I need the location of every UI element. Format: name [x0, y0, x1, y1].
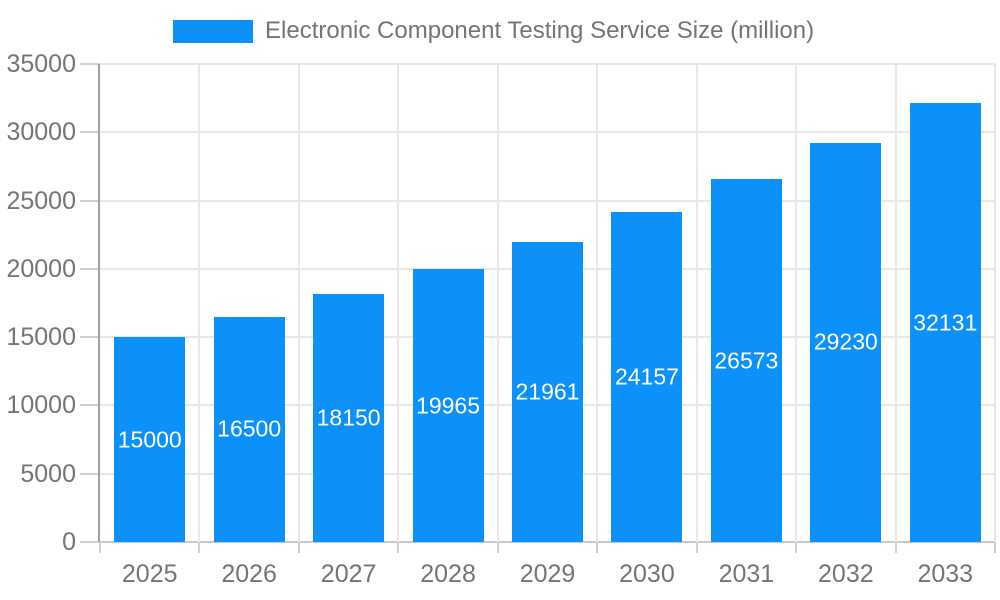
y-gridline — [100, 199, 995, 202]
bar-value-label: 16500 — [217, 415, 282, 442]
x-gridline — [894, 64, 897, 542]
x-gridline — [994, 64, 996, 542]
bar — [313, 294, 385, 542]
bar-value-label: 19965 — [416, 392, 481, 419]
y-axis-tick — [80, 404, 100, 407]
x-axis-tick — [99, 542, 101, 553]
x-axis-tick — [198, 542, 201, 553]
bar-value-label: 18150 — [316, 404, 381, 431]
bar — [810, 142, 882, 542]
x-axis-baseline — [100, 541, 995, 543]
x-gridline — [297, 64, 300, 542]
bar — [512, 242, 583, 542]
y-axis-label: 0 — [62, 528, 76, 556]
y-axis-line — [98, 64, 100, 542]
x-axis-tick — [596, 542, 599, 553]
bar-value-label: 32131 — [913, 309, 978, 336]
x-axis-label: 2032 — [818, 560, 874, 588]
y-axis-tick — [80, 267, 100, 270]
y-axis-tick — [80, 472, 100, 475]
y-gridline — [100, 63, 995, 65]
bar-value-label: 15000 — [117, 426, 182, 453]
bar — [114, 337, 186, 542]
x-axis-label: 2031 — [718, 560, 775, 588]
x-gridline — [596, 64, 599, 542]
legend-swatch-icon — [173, 20, 253, 43]
x-gridline — [397, 64, 400, 542]
y-axis-label: 35000 — [6, 50, 76, 78]
bar — [611, 212, 683, 542]
y-axis-tick — [80, 336, 100, 339]
x-gridline — [496, 64, 499, 542]
x-axis-label: 2029 — [519, 560, 576, 588]
y-axis-tick — [80, 199, 100, 202]
x-gridline — [198, 64, 201, 542]
y-axis-label: 30000 — [6, 118, 76, 147]
y-axis-tick — [80, 541, 100, 543]
bar-value-label: 21961 — [515, 378, 580, 405]
x-axis-label: 2028 — [420, 560, 476, 588]
x-axis-tick — [795, 542, 798, 553]
bar-value-label: 24157 — [614, 363, 679, 390]
x-axis-tick — [994, 542, 996, 553]
x-axis-tick — [397, 542, 400, 553]
x-gridline — [695, 64, 698, 542]
y-axis-label: 15000 — [6, 323, 76, 352]
bar — [909, 103, 981, 542]
y-axis-label: 20000 — [6, 254, 76, 283]
bar — [710, 179, 782, 542]
bar-value-label: 26573 — [714, 347, 779, 374]
legend-label: Electronic Component Testing Service Siz… — [265, 17, 815, 44]
bar — [213, 316, 285, 542]
x-axis-tick — [894, 542, 897, 553]
x-axis-tick — [695, 542, 698, 553]
bar — [412, 269, 484, 542]
x-gridline — [795, 64, 798, 542]
x-axis-label: 2027 — [320, 560, 377, 588]
x-axis-label: 2030 — [619, 560, 675, 588]
y-gridline — [100, 131, 995, 134]
y-axis-label: 5000 — [20, 459, 76, 488]
x-axis-tick — [496, 542, 499, 553]
y-axis-label: 25000 — [6, 186, 76, 215]
y-axis-label: 10000 — [6, 391, 76, 420]
x-axis-tick — [297, 542, 300, 553]
x-axis-label: 2025 — [121, 560, 178, 588]
bar-value-label: 29230 — [813, 328, 878, 355]
y-axis-tick — [80, 131, 100, 134]
y-axis-tick — [80, 63, 100, 65]
x-axis-label: 2026 — [221, 560, 277, 588]
x-axis-label: 2033 — [917, 560, 974, 588]
